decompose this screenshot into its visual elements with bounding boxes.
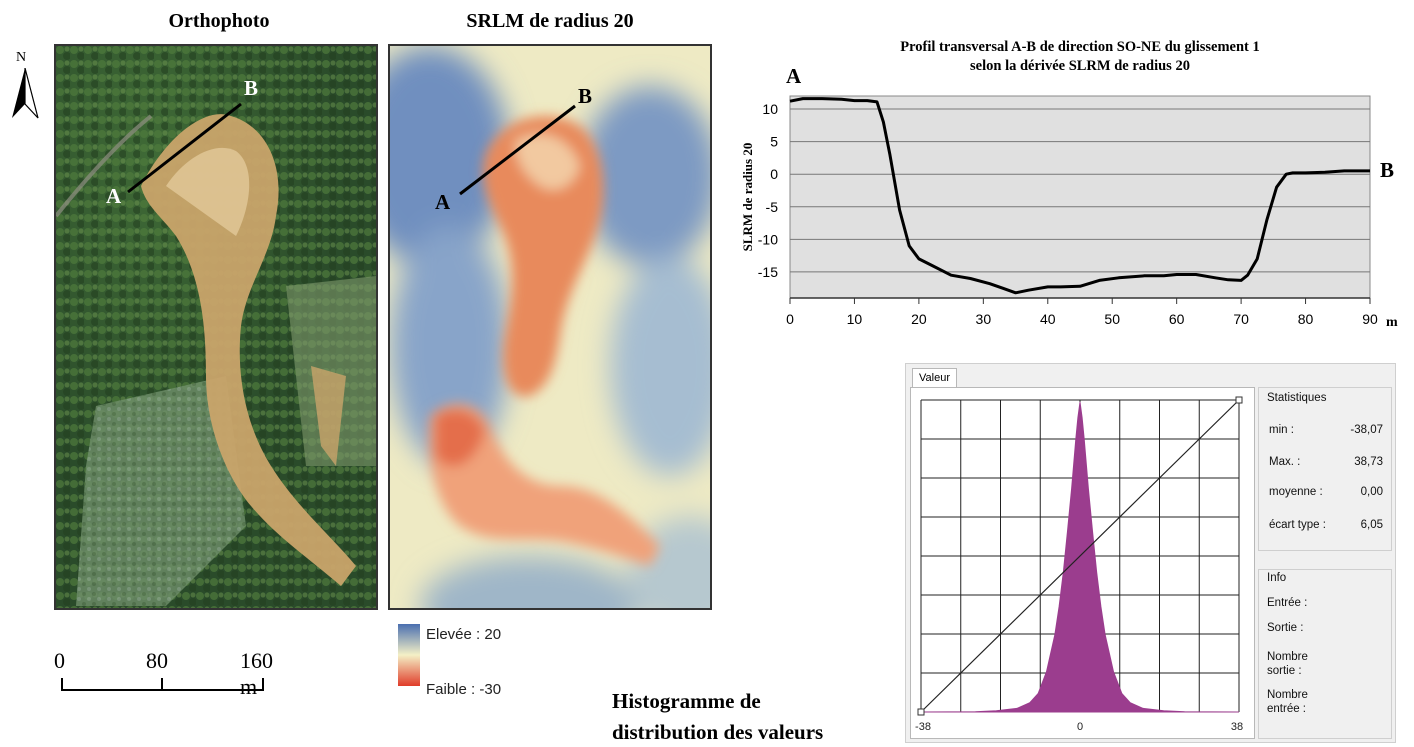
histogram-x-mid-label: 0 [1077,721,1083,733]
compass-icon [12,68,39,119]
histogram-caption: Histogramme de distribution des valeurs [612,686,823,747]
info-entree: Entrée : [1267,597,1308,609]
profile-y-tick-label: 0 [770,166,778,182]
scale-label-0: 0 [54,648,65,673]
histogram-panel: Valeur -38 0 38 Statistiques min : -38,07 … [905,363,1396,743]
srlm-map: A B [388,44,712,610]
stat-max: Max. : 38,73 [1269,456,1383,472]
histogram-caption-line1: Histogramme de [612,689,761,713]
profile-y-tick-label: -15 [758,264,778,280]
profile-x-tick-label: 10 [847,311,863,327]
histogram-stretch-line [920,399,1240,713]
profile-x-tick-label: 30 [976,311,992,327]
legend-high-label: Elevée : 20 [426,626,502,643]
profile-x-tick-label: 0 [786,311,794,327]
stat-std-value: 6,05 [1360,519,1383,531]
profile-y-tick-label: 5 [770,134,778,150]
histogram-caption-line2: distribution des valeurs [612,720,824,744]
stat-mean: moyenne : 0,00 [1269,486,1383,502]
orthophoto-map: A B [54,44,378,610]
profile-series-line [789,97,1370,295]
profile-x-tick-label: 90 [1362,311,1378,327]
histogram-handle-min[interactable] [917,708,925,716]
profile-y-axis-label: SLRM de radius 20 [740,143,755,252]
legend-low-label: Faible : -30 [426,681,502,698]
profile-label-b: B [1380,158,1395,182]
profile-x-tick-label: 20 [911,311,927,327]
info-sortie: Sortie : [1267,622,1304,634]
stat-min-value: -38,07 [1350,424,1383,436]
scale-label-80: 80 [146,648,168,673]
histogram-plot-box: -38 0 38 [910,387,1255,739]
orthophoto-title: Orthophoto [168,10,270,32]
srlm-title: SRLM de radius 20 [466,10,634,32]
stat-std: écart type : 6,05 [1269,519,1383,535]
profile-title-line2: selon la dérivée SLRM de radius 20 [970,58,1190,74]
info-title: Info [1267,572,1287,584]
info-nombre-entree: Nombre entrée : [1267,689,1308,715]
scale-bar: 0 80 160 m [50,648,290,699]
ortho-point-a: A [106,184,122,208]
statistics-title: Statistiques [1267,392,1327,404]
statistics-group: Statistiques min : -38,07 Max. : 38,73 m… [1258,387,1392,551]
histogram-x-min-label: -38 [915,721,931,733]
histogram-area [920,401,1240,713]
north-arrow: N [6,50,46,130]
profile-y-tick-label: -5 [766,199,779,215]
stat-max-label: Max. : [1269,456,1301,468]
stat-std-label: écart type : [1269,519,1326,531]
stat-min-label: min : [1269,424,1294,436]
profile-y-tick-label: -10 [758,231,778,247]
stat-min: min : -38,07 [1269,424,1383,440]
srlm-point-a: A [435,190,451,214]
profile-x-tick-label: 70 [1233,311,1249,327]
profile-plot-area [789,95,1371,299]
histogram-chart: -38 0 38 [915,396,1243,733]
stat-max-value: 38,73 [1354,456,1383,468]
profile-x-tick-label: 60 [1169,311,1185,327]
profile-title-line1: Profil transversal A-B de direction SO-N… [900,39,1260,55]
profile-x-tick-label: 40 [1040,311,1056,327]
histogram-x-max-label: 38 [1231,721,1243,733]
info-nombre-sortie: Nombre sortie : [1267,651,1308,677]
histogram-handle-max[interactable] [1235,396,1243,404]
profile-x-tick-label: 50 [1104,311,1120,327]
profile-x-tick-label: 80 [1298,311,1314,327]
info-group: Info Entrée : Sortie : Nombre sortie : N… [1258,569,1392,739]
scale-label-160: 160 m [240,648,273,699]
stat-mean-value: 0,00 [1360,486,1383,498]
color-ramp [398,624,420,686]
profile-label-a: A [786,64,802,88]
tab-valeur[interactable]: Valeur [912,368,957,387]
srlm-point-b: B [578,84,593,108]
stat-mean-label: moyenne : [1269,486,1323,498]
ortho-point-b: B [244,76,259,100]
profile-title: Profil transversal A-B de direction SO-N… [790,38,1370,76]
north-label: N [16,50,27,65]
profile-y-tick-label: 10 [762,101,778,117]
profile-x-axis-label: m [1386,315,1398,330]
